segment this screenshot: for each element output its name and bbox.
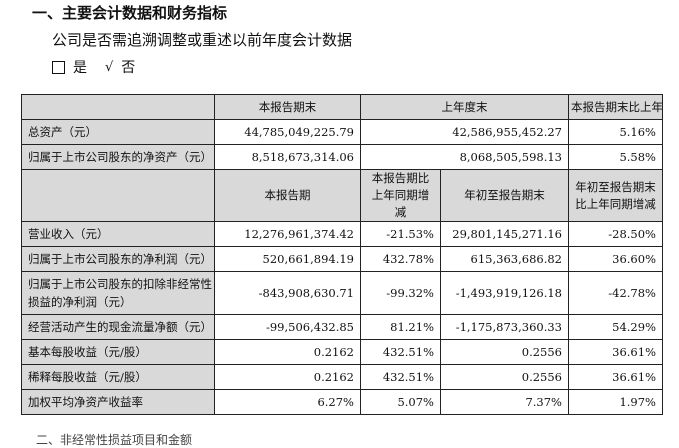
no-label: 否 xyxy=(121,60,136,76)
value-cell: 36.61% xyxy=(568,364,663,390)
yes-label: 是 xyxy=(73,60,87,76)
value-cell: 44,785,049,225.79 xyxy=(214,119,361,145)
row-label: 经营活动产生的现金流量净额（元） xyxy=(21,314,215,340)
yes-checkbox[interactable] xyxy=(52,60,65,74)
value-cell: -99.32% xyxy=(360,271,441,315)
value-cell: 520,661,894.19 xyxy=(214,246,361,272)
value-cell: 36.61% xyxy=(568,339,663,365)
header-cell: 年初至报告期末比上年同期增减 xyxy=(568,169,663,222)
header-cell xyxy=(21,94,215,120)
row-label: 营业收入（元） xyxy=(21,221,215,247)
table-row: 营业收入（元） 12,276,961,374.42 -21.53% 29,801… xyxy=(21,221,663,247)
value-cell: 615,363,686.82 xyxy=(440,246,569,272)
table-header-row: 本报告期末 上年度末 本报告期末比上年度末增减 xyxy=(21,94,663,120)
value-cell: 7.37% xyxy=(440,389,569,415)
value-cell: 8,518,673,314.06 xyxy=(214,144,361,170)
value-cell: 1.97% xyxy=(568,389,663,415)
table-row: 经营活动产生的现金流量净额（元） -99,506,432.85 81.21% -… xyxy=(21,314,663,340)
value-cell: -42.78% xyxy=(568,271,663,315)
value-cell: -1,493,919,126.18 xyxy=(440,271,569,315)
table-row: 基本每股收益（元/股） 0.2162 432.51% 0.2556 36.61% xyxy=(21,339,663,365)
value-cell: 432.51% xyxy=(360,364,441,390)
value-cell: 5.58% xyxy=(568,144,663,170)
value-cell: 54.29% xyxy=(568,314,663,340)
next-section-title: 二、非经常性损益项目和金额 xyxy=(36,433,193,447)
value-cell: 432.51% xyxy=(360,339,441,365)
table-row: 稀释每股收益（元/股） 0.2162 432.51% 0.2556 36.61% xyxy=(21,364,663,390)
value-cell: 81.21% xyxy=(360,314,441,340)
value-cell: -28.50% xyxy=(568,221,663,247)
header-cell: 本报告期比上年同期增减 xyxy=(360,169,441,222)
header-cell: 本报告期末比上年度末增减 xyxy=(568,94,663,120)
restatement-options: 是 √ 否 xyxy=(52,57,135,77)
table-row: 归属于上市公司股东的净资产（元） 8,518,673,314.06 8,068,… xyxy=(21,144,663,170)
header-cell: 本报告期末 xyxy=(214,94,361,120)
value-cell: 0.2162 xyxy=(214,339,361,365)
table-row: 加权平均净资产收益率 6.27% 5.07% 7.37% 1.97% xyxy=(21,389,663,415)
header-cell: 上年度末 xyxy=(360,94,569,120)
row-label: 总资产（元） xyxy=(21,119,215,145)
row-label: 归属于上市公司股东的净资产（元） xyxy=(21,144,215,170)
row-label: 加权平均净资产收益率 xyxy=(21,389,215,415)
value-cell: 6.27% xyxy=(214,389,361,415)
financial-data-table: 本报告期末 上年度末 本报告期末比上年度末增减 总资产（元） 44,785,04… xyxy=(21,94,663,415)
header-cell xyxy=(21,169,215,222)
value-cell: 5.16% xyxy=(568,119,663,145)
row-label: 归属于上市公司股东的净利润（元） xyxy=(21,246,215,272)
row-label: 归属于上市公司股东的扣除非经常性损益的净利润（元） xyxy=(21,271,215,315)
value-cell: -99,506,432.85 xyxy=(214,314,361,340)
value-cell: 5.07% xyxy=(360,389,441,415)
table-row: 归属于上市公司股东的净利润（元） 520,661,894.19 432.78% … xyxy=(21,246,663,272)
value-cell: 8,068,505,598.13 xyxy=(360,144,569,170)
check-icon: √ xyxy=(105,59,114,75)
value-cell: 432.78% xyxy=(360,246,441,272)
value-cell: 36.60% xyxy=(568,246,663,272)
value-cell: -843,908,630.71 xyxy=(214,271,361,315)
value-cell: 42,586,955,452.27 xyxy=(360,119,569,145)
value-cell: -21.53% xyxy=(360,221,441,247)
value-cell: 12,276,961,374.42 xyxy=(214,221,361,247)
restatement-question: 公司是否需追溯调整或重述以前年度会计数据 xyxy=(52,31,353,49)
row-label: 基本每股收益（元/股） xyxy=(21,339,215,365)
header-cell: 本报告期 xyxy=(214,169,361,222)
section-title: 一、主要会计数据和财务指标 xyxy=(32,4,228,22)
table-row: 总资产（元） 44,785,049,225.79 42,586,955,452.… xyxy=(21,119,663,145)
row-label: 稀释每股收益（元/股） xyxy=(21,364,215,390)
value-cell: 29,801,145,271.16 xyxy=(440,221,569,247)
value-cell: 0.2556 xyxy=(440,339,569,365)
value-cell: 0.2162 xyxy=(214,364,361,390)
table-header-row: 本报告期 本报告期比上年同期增减 年初至报告期末 年初至报告期末比上年同期增减 xyxy=(21,169,663,222)
table-row: 归属于上市公司股东的扣除非经常性损益的净利润（元） -843,908,630.7… xyxy=(21,271,663,315)
value-cell: -1,175,873,360.33 xyxy=(440,314,569,340)
value-cell: 0.2556 xyxy=(440,364,569,390)
header-cell: 年初至报告期末 xyxy=(440,169,569,222)
